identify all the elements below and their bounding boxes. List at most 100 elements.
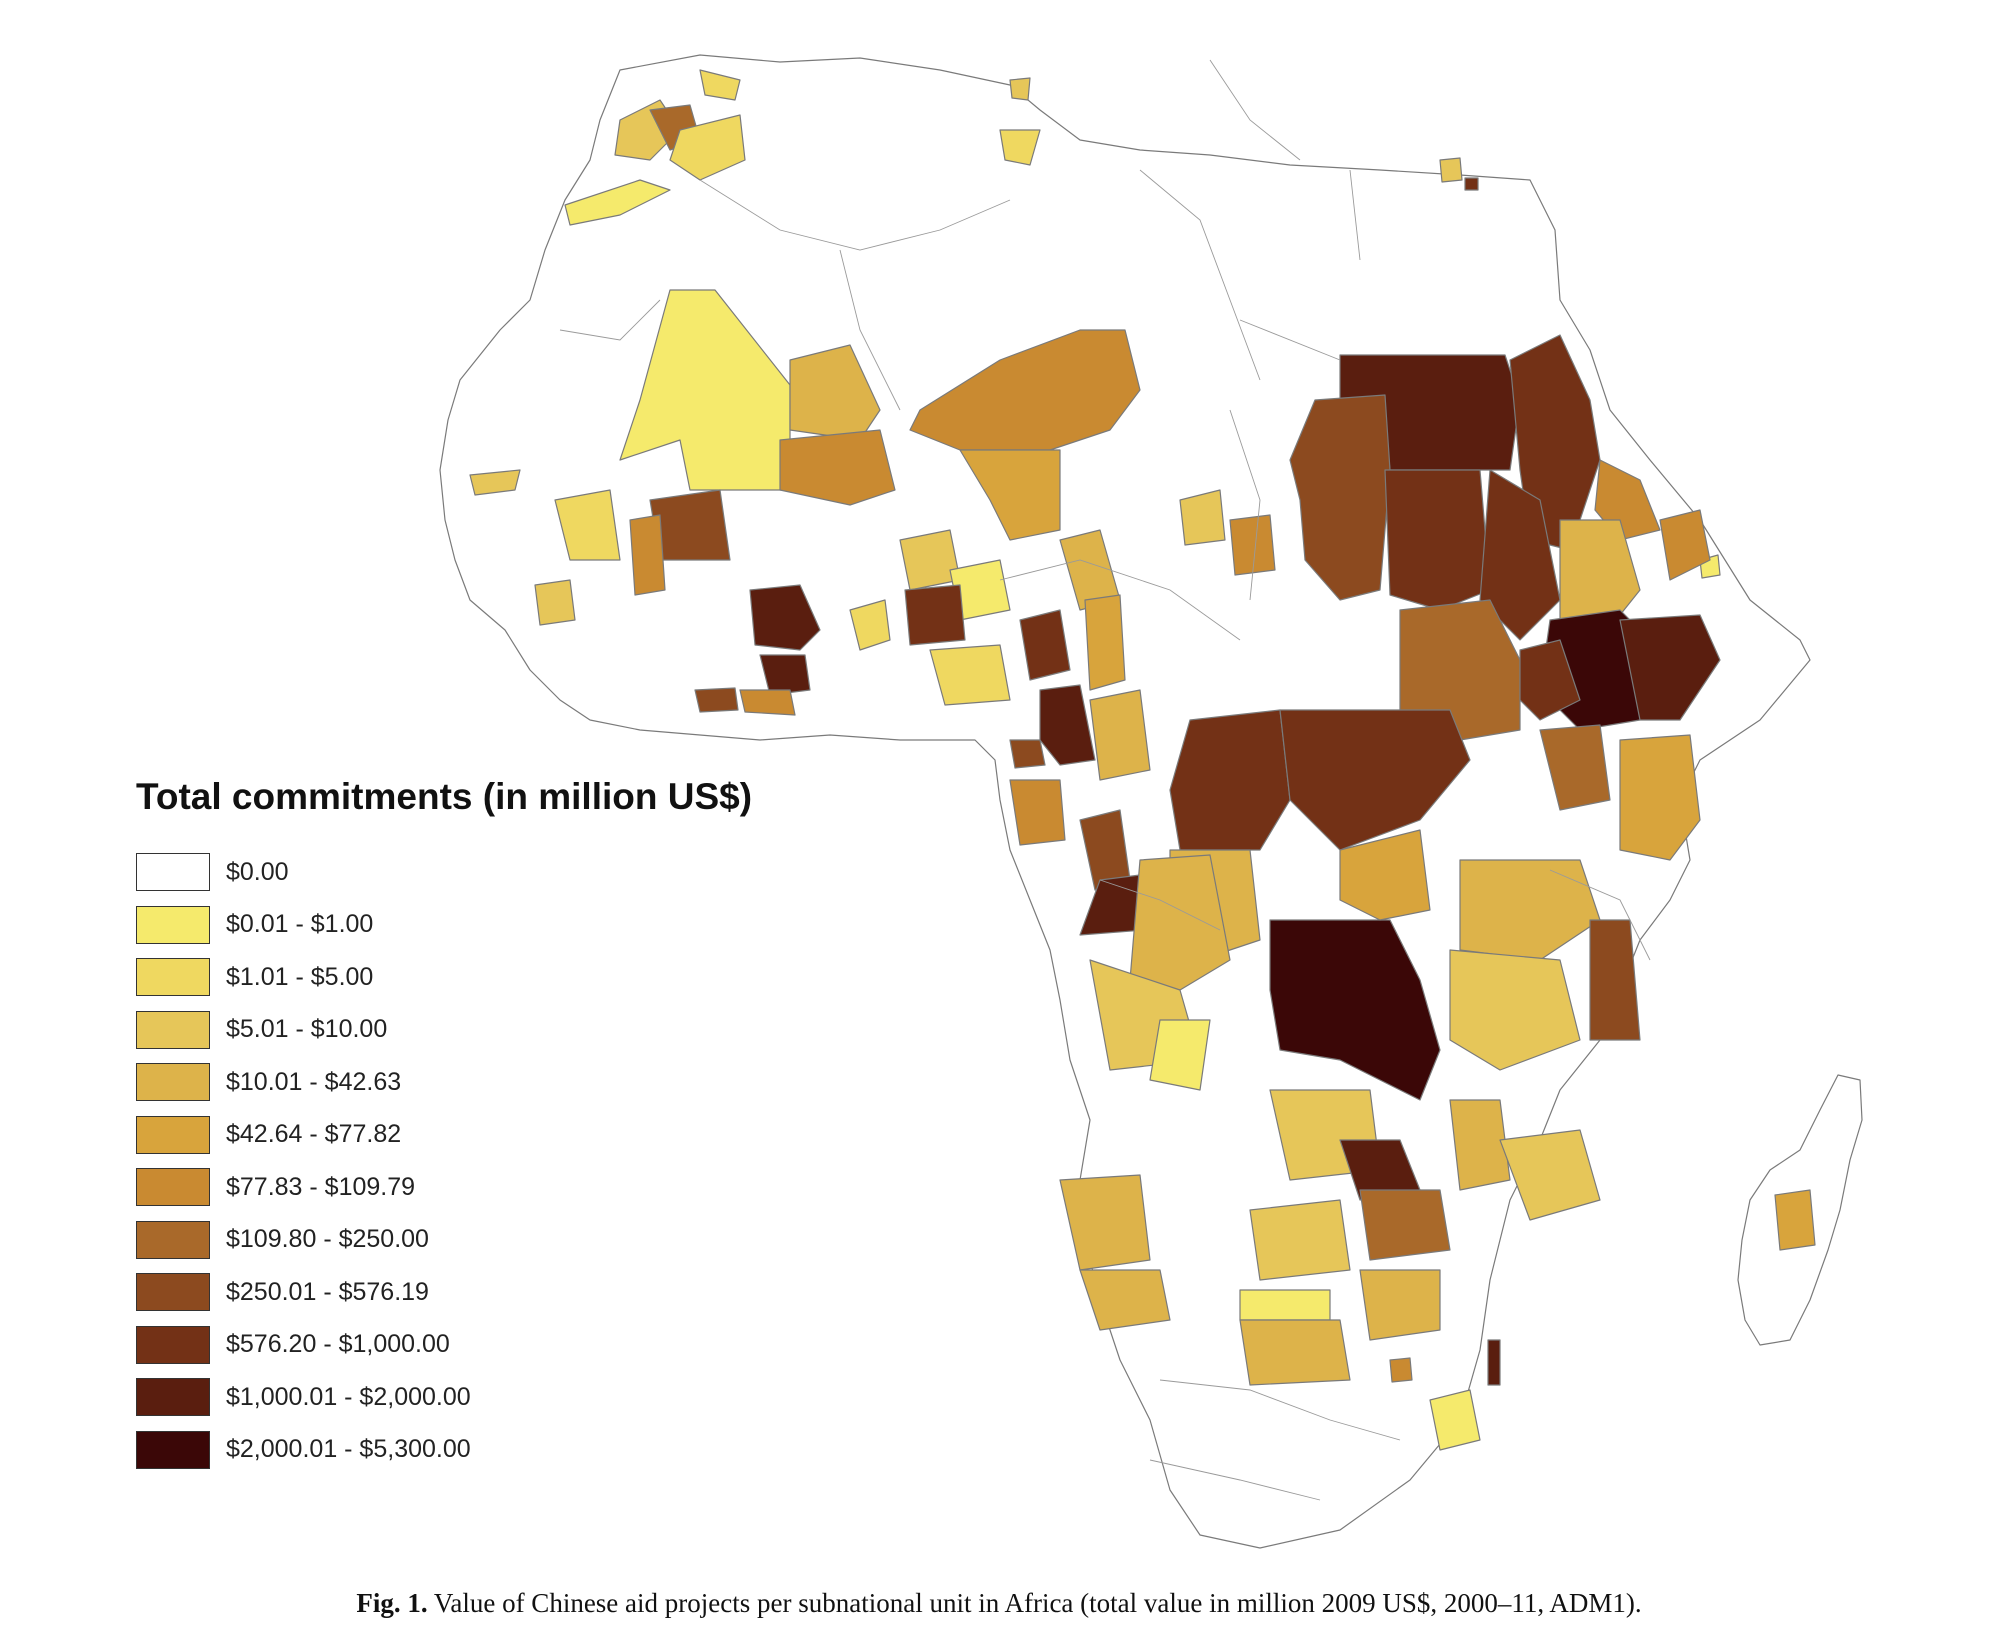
region-zambia-south (1359, 1189, 1451, 1261)
legend-label: $10.01 - $42.63 (226, 1067, 402, 1096)
region-ghana-north (749, 584, 821, 651)
region-drc-katanga (1269, 919, 1441, 1101)
region-nigeria-sw (929, 644, 1011, 706)
region-drc-east (1339, 829, 1431, 921)
legend-label: $109.80 - $250.00 (226, 1225, 429, 1254)
region-uganda (1539, 724, 1611, 811)
region-western-sahara (564, 179, 671, 226)
legend-swatch (136, 1168, 210, 1207)
legend-item: $77.83 - $109.79 (136, 1161, 752, 1214)
region-angola-north (1129, 854, 1231, 991)
legend-label: $5.01 - $10.00 (226, 1015, 388, 1044)
region-gabon (1009, 779, 1066, 846)
region-drc-north-west (1169, 709, 1291, 851)
region-ethiopia-west (1519, 639, 1581, 721)
legend-item: $576.20 - $1,000.00 (136, 1319, 752, 1372)
legend-swatch (136, 1378, 210, 1417)
region-nigeria-central (904, 584, 966, 646)
figure-caption-text: Value of Chinese aid projects per subnat… (427, 1588, 1642, 1618)
legend-label: $250.01 - $576.19 (226, 1277, 429, 1306)
region-angola-south (1149, 1019, 1211, 1091)
region-somalia-north (1659, 509, 1711, 581)
legend-swatch (136, 958, 210, 997)
region-burkina-east (629, 514, 666, 596)
legend-swatch (136, 905, 210, 944)
legend-label: $0.00 (226, 857, 289, 886)
legend-swatch (136, 1063, 210, 1102)
region-ethiopia-east (1619, 614, 1721, 721)
region-sudan-darfur (1289, 394, 1391, 601)
region-nigeria-east (1019, 609, 1071, 681)
region-namibia-south (1079, 1269, 1171, 1331)
region-kenya (1619, 734, 1701, 861)
region-morocco-south (669, 114, 746, 181)
region-malawi (1449, 1099, 1511, 1191)
legend-item: $1,000.01 - $2,000.00 (136, 1371, 752, 1424)
figure-caption: Fig. 1. Value of Chinese aid projects pe… (0, 1588, 1998, 1619)
region-mozambique-south (1487, 1339, 1501, 1386)
legend-title: Total commitments (in million US$) (136, 776, 753, 817)
region-south-africa-east (1429, 1389, 1481, 1451)
admin-boundaries (559, 59, 1651, 1501)
region-mozambique-north (1499, 1129, 1601, 1221)
region-niger-south (959, 449, 1061, 541)
legend-item: $250.01 - $576.19 (136, 1266, 752, 1319)
region-south-africa-gauteng (1389, 1357, 1413, 1383)
region-sudan-kordofan (1384, 469, 1491, 611)
region-cameroon-south (1009, 739, 1046, 769)
region-zimbabwe (1359, 1269, 1441, 1341)
region-botswana-north (1249, 1199, 1351, 1281)
region-mali-central (789, 344, 881, 441)
legend-swatch (136, 1115, 210, 1154)
region-tunisia (1009, 77, 1031, 101)
legend-item: $5.01 - $10.00 (136, 1004, 752, 1057)
region-senegal (469, 469, 521, 496)
map-legend: Total commitments (in million US$) $0.00… (136, 776, 752, 1476)
legend-label: $2,000.01 - $5,300.00 (226, 1435, 471, 1464)
region-egypt-delta (1439, 157, 1463, 183)
region-algeria-coast (699, 69, 741, 101)
legend-swatch (136, 1325, 210, 1364)
legend-item: $42.64 - $77.82 (136, 1109, 752, 1162)
legend-item: $0.01 - $1.00 (136, 899, 752, 952)
region-tanzania-north (1459, 859, 1601, 961)
legend-label: $1,000.01 - $2,000.00 (226, 1382, 471, 1411)
figure-label: Fig. 1. (356, 1588, 428, 1618)
legend-label: $1.01 - $5.00 (226, 962, 374, 991)
region-chad-south (1179, 489, 1226, 546)
region-niger-north (909, 329, 1141, 451)
region-chad-east (1229, 514, 1276, 576)
legend-item: $1.01 - $5.00 (136, 951, 752, 1004)
legend-item: $0.00 (136, 846, 752, 899)
legend-label: $77.83 - $109.79 (226, 1172, 416, 1201)
region-cameroon-north (1084, 594, 1126, 691)
legend-swatch (136, 853, 210, 892)
region-ghana-south (759, 654, 811, 696)
region-south-africa-north (1239, 1319, 1351, 1386)
region-sudan-east (1479, 469, 1561, 641)
legend-item: $2,000.01 - $5,300.00 (136, 1424, 752, 1477)
region-madagascar-central (1774, 1189, 1816, 1251)
legend-swatch (136, 1010, 210, 1049)
region-cote-coast (694, 687, 739, 713)
legend-item: $109.80 - $250.00 (136, 1214, 752, 1267)
region-mali-south (779, 429, 896, 506)
region-car-west (1089, 689, 1151, 781)
region-mali-north (619, 289, 791, 491)
region-tanzania-south (1449, 949, 1581, 1071)
legend-items: $0.00 $0.01 - $1.00 $1.01 - $5.00 $5.01 - $… (136, 846, 752, 1476)
legend-label: $42.64 - $77.82 (226, 1120, 402, 1149)
region-namibia-north (1059, 1174, 1151, 1271)
region-botswana-west (1239, 1289, 1331, 1321)
region-guinea (554, 489, 621, 561)
region-ghana-coast (739, 689, 796, 716)
legend-swatch (136, 1220, 210, 1259)
region-cameroon (1039, 684, 1096, 766)
legend-swatch (136, 1430, 210, 1469)
region-sierra-leone (534, 579, 576, 626)
africa-map (439, 54, 1863, 1549)
legend-item: $10.01 - $42.63 (136, 1056, 752, 1109)
region-egypt-cairo (1464, 177, 1479, 191)
region-libya-coast (999, 129, 1041, 166)
legend-swatch (136, 1273, 210, 1312)
